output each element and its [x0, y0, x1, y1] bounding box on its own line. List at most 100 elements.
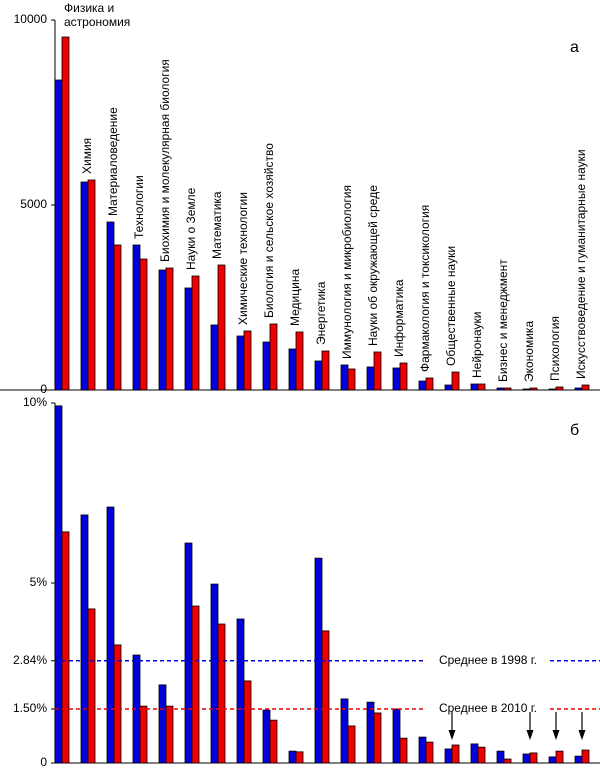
- bar: [295, 331, 304, 391]
- bar: [373, 351, 382, 391]
- bar: [548, 388, 557, 391]
- bar: [80, 514, 89, 764]
- bar: [139, 705, 148, 764]
- bar: [243, 330, 252, 391]
- arrow-head: [526, 730, 534, 740]
- bar: [288, 348, 297, 391]
- category-label: Материаловедение: [106, 107, 120, 216]
- bar: [295, 751, 304, 764]
- category-label: Бизнес и менеджмент: [496, 259, 510, 382]
- bar: [425, 377, 434, 391]
- bar: [236, 335, 245, 391]
- bar: [444, 748, 453, 764]
- bar: [243, 680, 252, 764]
- bar: [522, 388, 531, 391]
- category-label: Математика: [210, 191, 224, 259]
- bar: [574, 387, 583, 391]
- bar: [132, 244, 141, 391]
- bar: [139, 258, 148, 391]
- bar: [87, 179, 96, 391]
- bar: [321, 630, 330, 764]
- bar: [321, 350, 330, 391]
- category-label: Науки о Земле: [184, 187, 198, 270]
- category-label: Медицина: [288, 269, 302, 326]
- category-label: Науки об окружающей среде: [366, 185, 380, 346]
- bar: [288, 750, 297, 764]
- bar: [425, 741, 434, 764]
- bar: [191, 605, 200, 764]
- bar: [80, 181, 89, 391]
- bar: [210, 583, 219, 764]
- bar: [184, 542, 193, 764]
- bar: [314, 360, 323, 391]
- bar: [503, 758, 512, 764]
- y-tick-label: 0: [40, 382, 47, 396]
- category-label: Химические технологии: [236, 192, 250, 325]
- bar: [451, 744, 460, 764]
- bar: [555, 750, 564, 764]
- bar: [191, 275, 200, 391]
- bar: [106, 221, 115, 391]
- bar: [503, 387, 512, 391]
- bar: [366, 701, 375, 764]
- y-tick-label: 5%: [30, 575, 48, 589]
- category-label: Энергетика: [314, 281, 328, 345]
- bar: [529, 387, 538, 391]
- bar: [392, 367, 401, 391]
- arrow-head: [448, 730, 456, 740]
- bar: [444, 384, 453, 391]
- bar: [184, 287, 193, 391]
- bar: [113, 244, 122, 391]
- bar: [555, 386, 564, 391]
- bar: [262, 709, 271, 764]
- category-label: Психология: [548, 316, 562, 381]
- arrow-head: [578, 730, 586, 740]
- reference-label: Среднее в 2010 г.: [439, 701, 537, 715]
- bar: [54, 79, 63, 391]
- y-tick-label: 5000: [20, 197, 47, 211]
- bar: [399, 362, 408, 391]
- bar: [87, 608, 96, 764]
- y-tick-label: 0: [40, 755, 47, 769]
- bar: [61, 531, 70, 764]
- bar: [113, 644, 122, 764]
- y-tick-label: 2.84%: [13, 653, 47, 667]
- bar: [158, 269, 167, 391]
- y-tick-label: 10000: [14, 12, 48, 26]
- bar: [548, 756, 557, 764]
- bar: [366, 366, 375, 391]
- bar: [529, 752, 538, 764]
- bar: [496, 387, 505, 391]
- category-label: Физика и астрономия: [64, 1, 131, 29]
- category-label: Химия: [80, 138, 94, 174]
- bar: [418, 736, 427, 764]
- reference-label: Среднее в 1998 г.: [439, 653, 537, 667]
- bar: [340, 364, 349, 391]
- category-label: Нейронауки: [470, 311, 484, 378]
- bar: [477, 746, 486, 764]
- bar: [347, 368, 356, 391]
- category-label: Иммунология и микробиология: [340, 185, 354, 359]
- bar: [165, 267, 174, 391]
- bar: [451, 371, 460, 391]
- category-label: Информатика: [392, 279, 406, 357]
- y-tick-label: 1.50%: [13, 701, 47, 715]
- category-label: Биохимия и молекулярная биология: [158, 59, 172, 262]
- bar: [347, 725, 356, 764]
- bar: [522, 753, 531, 764]
- category-label: Экономика: [522, 321, 536, 382]
- arrow-head: [552, 730, 560, 740]
- bar: [470, 383, 479, 391]
- category-label: Фармакология и токсикология: [418, 205, 432, 372]
- category-label: Общественные науки: [444, 246, 458, 366]
- category-label: Биология и сельское хозяйство: [262, 143, 276, 318]
- bar: [392, 708, 401, 764]
- bar: [106, 506, 115, 764]
- bar: [236, 618, 245, 764]
- bar: [470, 743, 479, 764]
- bar: [165, 705, 174, 764]
- bar: [373, 712, 382, 764]
- panel-label: а: [570, 39, 579, 56]
